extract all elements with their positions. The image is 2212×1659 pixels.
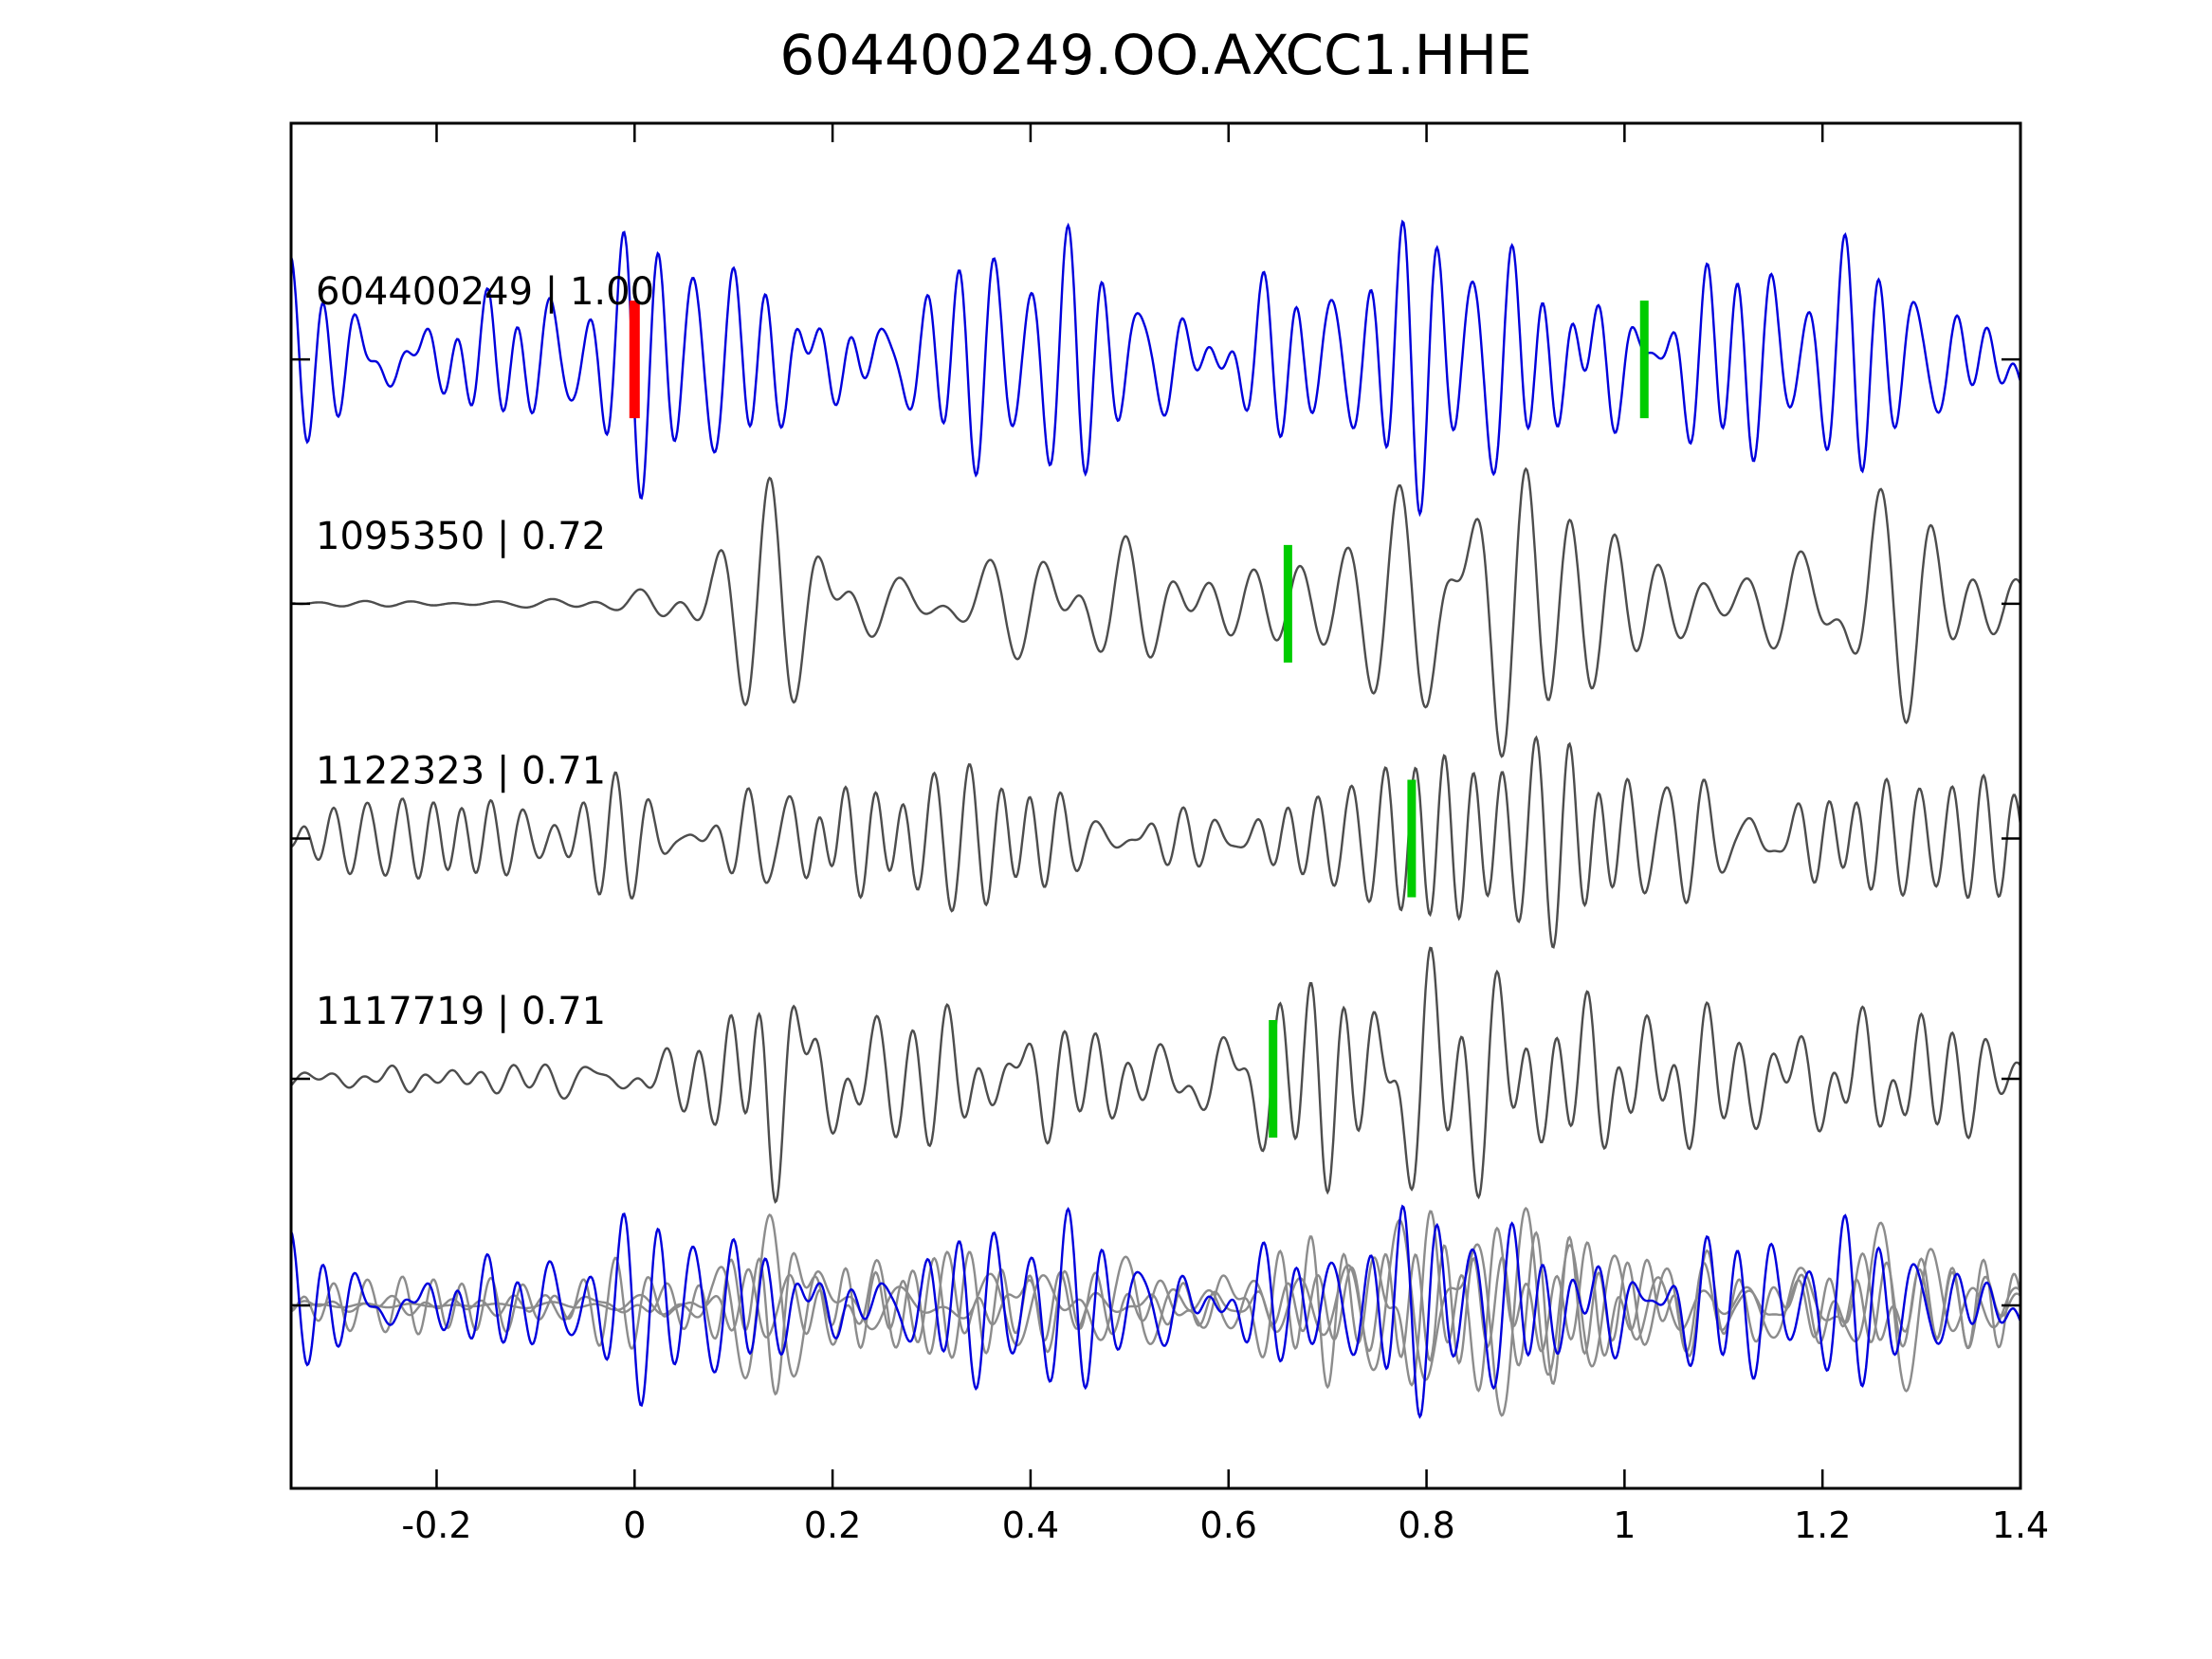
trace-label-1122323: 1122323 | 0.71: [316, 750, 606, 793]
trace-label-1095350: 1095350 | 0.72: [316, 515, 606, 558]
x-tick-label: -0.2: [401, 1504, 471, 1546]
x-tick-label: 0.8: [1398, 1504, 1454, 1546]
overlay-trace-1122323: [291, 1231, 2020, 1386]
trace-label-1117719: 1117719 | 0.71: [316, 990, 606, 1033]
x-tick-label: 0.4: [1002, 1504, 1059, 1546]
plot-border: [289, 121, 2022, 1490]
waveform-trace-1122323: [291, 735, 2020, 949]
chart-title: 604400249.OO.AXCC1.HHE: [779, 23, 1532, 87]
x-tick-label: 0.2: [804, 1504, 861, 1546]
x-tick-label: 1: [1613, 1504, 1636, 1546]
waveform-trace-604400249: [291, 219, 2020, 518]
trace-label-604400249: 604400249 | 1.00: [316, 270, 654, 314]
overlay-template-trace: [291, 1204, 2020, 1419]
overlay-trace-1117719: [291, 1210, 2020, 1396]
x-tick-label: 1.2: [1794, 1504, 1851, 1546]
waveform-trace-1095350: [291, 466, 2020, 758]
x-tick-label: 0: [623, 1504, 646, 1546]
x-tick-label: 0.6: [1200, 1504, 1257, 1546]
waveform-trace-1117719: [291, 946, 2020, 1204]
x-tick-label: 1.4: [1992, 1504, 2049, 1546]
